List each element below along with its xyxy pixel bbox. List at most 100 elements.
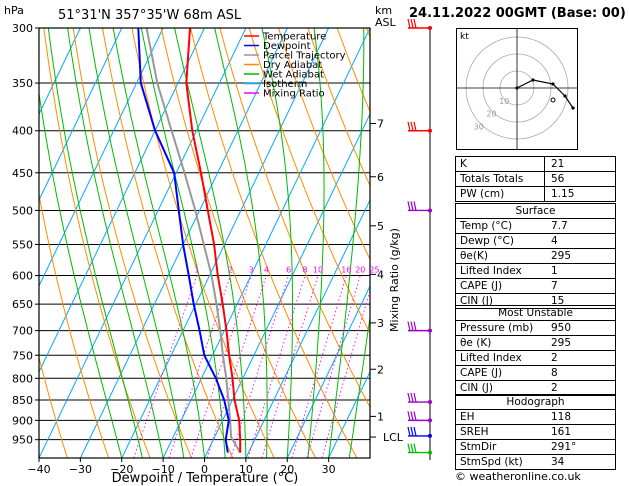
pressure-tick-label: 500 [12,204,33,217]
mixing-ratio-tick-label: 3 [249,266,254,275]
storm-motion-marker [550,97,556,103]
pw-value: 1.15 [544,186,616,202]
height-tick-label: 2 [377,363,384,376]
lcl-label: LCL [383,431,404,444]
station-location: 51°31'N 357°35'W 68m ASL [58,8,242,23]
wind-barb-flag [413,18,417,29]
isotherm-line [411,28,450,458]
legend-label: Dewpoint [263,41,311,52]
mixing-ratio-line [247,275,306,458]
wet-adiabat-line [261,28,293,458]
wind-barb-flag [407,121,411,131]
pressure-tick-label: 300 [12,22,33,35]
isotherm-line [39,28,247,458]
hodograph-unit-label: kt [460,32,469,42]
pressure-tick-label: 700 [12,325,33,338]
temperature-tick-label: −30 [69,463,92,476]
wet-adiabat-line [328,28,365,458]
pressure-tick-label: 650 [12,298,33,311]
surface-temp-label: Temp (°C) [455,218,545,234]
mixing-ratio-line [306,275,361,458]
parcel-trajectory-line [145,28,242,454]
credit-text: © weatheronline.co.uk [455,470,581,483]
wet-adiabat-line [67,28,164,458]
isotherm-line [204,112,370,458]
mixing-ratio-tick-label: 10 [313,266,323,275]
wet-adiabat-line [369,454,370,458]
surface-dewp-value: 4 [545,233,616,249]
pressure-tick-label: 750 [12,349,33,362]
wind-barb-dot [428,418,432,423]
dry-adiabat-line [39,355,68,458]
x-axis-label: Dewpoint / Temperature (°C) [112,471,299,486]
wind-barb-flag [407,18,411,29]
temperature-tick-label: 20 [280,463,294,476]
pressure-tick-label: 850 [12,394,33,407]
height-tick-label: 4 [377,268,384,281]
wet-adiabat-line [39,90,123,458]
sreh-value: 161 [545,424,616,440]
mu-thetae-label: θe (K) [455,335,545,351]
wet-adiabat-line [88,28,185,458]
wind-barb-dot [428,433,432,438]
isotherm-line [39,28,164,288]
wind-barb-flag [413,121,417,131]
wind-barb-dot [428,450,432,455]
hpa-axis-title: hPa [4,4,24,17]
mixing-ratio-axis-label: Mixing Ratio (g/kg) [388,228,401,332]
mu-cape-value: 8 [545,365,616,381]
wind-barb-dot [428,128,432,133]
pressure-tick-label: 600 [12,270,33,283]
mixing-ratio-tick-label: 6 [286,266,291,275]
stmspd-label: StmSpd (kt) [455,454,545,470]
mixing-ratio-line [321,289,370,458]
skewt-axes: 1 2 3 4 6 8 10 16 20 2530035040045050055060065070… [12,22,404,476]
wind-barb-flag [410,321,414,331]
hodograph-point [563,94,567,98]
dry-adiabat-line [425,28,450,458]
legend-label: Temperature [262,32,326,43]
wet-adiabat-line [140,28,226,458]
hodograph-title: Hodograph [455,394,616,410]
isotherm-line [121,28,330,458]
mu-cape-label: CAPE (J) [455,365,545,381]
legend-label: Mixing Ratio [263,89,325,100]
surface-cape-label: CAPE (J) [455,278,545,294]
isotherm-line [245,198,370,458]
temperature-tick-label: −20 [110,463,133,476]
wind-barb-flag [407,201,411,211]
mixing-ratio-tick-label: 20 [355,266,365,275]
pw-label: PW (cm) [455,186,545,202]
mixing-ratio-line [291,275,347,458]
wind-barb-flag [407,426,411,437]
isotherm-line [369,456,370,458]
pressure-tick-label: 450 [12,167,33,180]
dry-adiabat-line [160,28,317,458]
totals-totals-value: 56 [544,171,616,187]
km-axis-title: km [375,4,393,17]
surface-cape-value: 7 [545,278,616,294]
most-unstable-title: Most Unstable [455,305,616,321]
wind-barb-flag [413,392,417,403]
eh-label: EH [455,409,545,425]
wet-adiabat-line [174,28,247,458]
surface-thetae-value: 295 [545,248,616,264]
hodograph-ring-label: 10 [499,97,509,106]
pressure-tick-label: 400 [12,125,33,138]
hodograph-point [571,106,575,110]
wet-adiabat-line [214,28,268,458]
temperature-line [185,28,242,453]
eh-value: 118 [545,409,616,425]
wind-barb-flag [407,321,411,331]
dry-adiabat-line [131,28,275,458]
wind-barb-flag [413,443,417,453]
isotherm-line [328,370,370,458]
mixing-ratio-tick-label: 16 [341,266,351,275]
height-tick-label: 7 [377,118,384,131]
mu-pressure-value: 950 [545,320,616,336]
mixing-ratio-tick-label: 1 [194,266,199,275]
stmdir-label: StmDir [455,439,545,455]
skewt-diagram: 1 2 3 4 6 8 10 16 20 2530035040045050055060065070… [12,18,450,486]
